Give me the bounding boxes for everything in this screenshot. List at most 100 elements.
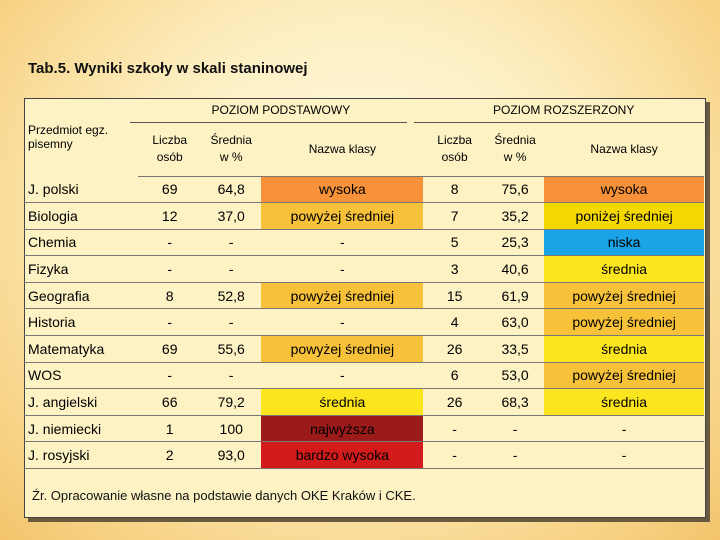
basic-count-cell: 12 bbox=[138, 202, 201, 230]
extended-mean-header: Średnia w % bbox=[485, 122, 545, 177]
extended-mean-cell: 35,2 bbox=[485, 202, 545, 230]
extended-level-cell: średnia bbox=[544, 255, 704, 283]
extended-mean-cell: 40,6 bbox=[485, 255, 545, 283]
table-row: J. angielski 66 79,2 średnia 26 68,3 średnia bbox=[24, 388, 704, 416]
basic-level-cell: - bbox=[261, 362, 424, 390]
subject-cell: Biologia bbox=[24, 202, 139, 230]
basic-count-cell: - bbox=[138, 229, 201, 257]
basic-level-cell: bardzo wysoka bbox=[261, 441, 424, 470]
basic-count-header: Liczba osób bbox=[138, 122, 201, 177]
extended-level-cell: poniżej średniej bbox=[544, 202, 704, 230]
extended-level-cell: powyżej średniej bbox=[544, 362, 704, 390]
extended-count-cell: 4 bbox=[423, 308, 486, 337]
extended-count-cell: 26 bbox=[423, 388, 486, 416]
basic-mean-cell: - bbox=[201, 229, 262, 257]
table-row: J. niemiecki 1 100 najwyższa - - - bbox=[24, 415, 704, 443]
basic-level-header: POZIOM PODSTAWOWY bbox=[211, 103, 351, 117]
basic-mean-cell: - bbox=[201, 308, 262, 337]
table-row: WOS - - -6 53,0 powyżej średniej bbox=[24, 362, 704, 390]
basic-count-cell: 66 bbox=[138, 388, 201, 416]
extended-count-header: Liczba osób bbox=[423, 122, 486, 177]
basic-level-cell: - bbox=[261, 229, 424, 257]
basic-class-header: Nazwa klasy bbox=[261, 122, 424, 177]
extended-level-cell: średnia bbox=[544, 388, 704, 416]
extended-level-cell: powyżej średniej bbox=[544, 282, 704, 310]
basic-count-cell: - bbox=[138, 255, 201, 283]
basic-count-cell: - bbox=[138, 362, 201, 390]
basic-mean-cell: - bbox=[201, 362, 262, 390]
table-row: J. rosyjski 2 93,0 bardzo wysoka - - - bbox=[24, 441, 704, 470]
table-row: Historia - - -4 63,0 powyżej średniej bbox=[24, 308, 704, 337]
basic-level-cell: średnia bbox=[261, 388, 424, 416]
table-row: Matematyka 69 55,6 powyżej średniej 26 33,5 śr… bbox=[24, 335, 704, 363]
basic-level-cell: najwyższa bbox=[261, 415, 424, 443]
basic-mean-cell: 37,0 bbox=[201, 202, 262, 230]
basic-mean-header: Średnia w % bbox=[201, 122, 262, 177]
extended-count-cell: 15 bbox=[423, 282, 486, 310]
extended-level-cell: wysoka bbox=[544, 176, 704, 204]
basic-mean-cell: 52,8 bbox=[201, 282, 262, 310]
extended-mean-cell: 25,3 bbox=[485, 229, 545, 257]
extended-mean-cell: 53,0 bbox=[485, 362, 545, 390]
extended-level-cell: - bbox=[544, 441, 704, 470]
extended-level-cell: średnia bbox=[544, 335, 704, 363]
extended-count-cell: - bbox=[423, 441, 486, 470]
extended-count-cell: 5 bbox=[423, 229, 486, 257]
basic-mean-cell: - bbox=[201, 255, 262, 283]
basic-mean-cell: 93,0 bbox=[201, 441, 262, 470]
table-row: J. polski 69 64,8 wysoka 8 75,6 wysoka bbox=[24, 176, 704, 204]
extended-mean-cell: - bbox=[485, 441, 545, 470]
subject-cell: Historia bbox=[24, 308, 139, 337]
results-table: Przedmiot egz. pisemny POZIOM PODSTAWOWY… bbox=[24, 98, 704, 470]
extended-mean-cell: 61,9 bbox=[485, 282, 545, 310]
subject-cell: J. polski bbox=[24, 176, 139, 204]
table-row: Biologia 12 37,0 powyżej średniej 7 35,2 poniż… bbox=[24, 202, 704, 230]
basic-level-cell: powyżej średniej bbox=[261, 202, 424, 230]
subject-cell: Geografia bbox=[24, 282, 139, 310]
basic-count-cell: 1 bbox=[138, 415, 201, 443]
table-row: Chemia - - -5 25,3 niska bbox=[24, 229, 704, 257]
extended-level-cell: niska bbox=[544, 229, 704, 257]
subject-cell: J. niemiecki bbox=[24, 415, 139, 443]
basic-mean-cell: 55,6 bbox=[201, 335, 262, 363]
extended-count-cell: 6 bbox=[423, 362, 486, 390]
extended-class-header: Nazwa klasy bbox=[544, 122, 704, 177]
extended-mean-cell: - bbox=[485, 415, 545, 443]
basic-count-cell: 8 bbox=[138, 282, 201, 310]
basic-mean-cell: 79,2 bbox=[201, 388, 262, 416]
basic-count-cell: 2 bbox=[138, 441, 201, 470]
table-row: Fizyka - - -3 40,6 średnia bbox=[24, 255, 704, 283]
subject-cell: Matematyka bbox=[24, 335, 139, 363]
extended-mean-cell: 63,0 bbox=[485, 308, 545, 337]
results-body: J. polski 69 64,8 wysoka 8 75,6 wysoka Biologia… bbox=[24, 176, 704, 470]
source-note: Źr. Opracowanie własne na podstawie dany… bbox=[32, 488, 416, 503]
basic-mean-cell: 100 bbox=[201, 415, 262, 443]
table-title: Tab.5. Wyniki szkoły w skali staninowej bbox=[28, 60, 308, 77]
extended-mean-cell: 33,5 bbox=[485, 335, 545, 363]
extended-count-cell: 7 bbox=[423, 202, 486, 230]
extended-count-cell: 8 bbox=[423, 176, 486, 204]
subject-cell: Fizyka bbox=[24, 255, 139, 283]
basic-level-cell: - bbox=[261, 308, 424, 337]
extended-level-cell: - bbox=[544, 415, 704, 443]
basic-count-cell: - bbox=[138, 308, 201, 337]
extended-count-cell: 26 bbox=[423, 335, 486, 363]
extended-level-header: POZIOM ROZSZERZONY bbox=[493, 103, 635, 117]
basic-level-cell: powyżej średniej bbox=[261, 335, 424, 363]
basic-mean-cell: 64,8 bbox=[201, 176, 262, 204]
basic-level-cell: wysoka bbox=[261, 176, 424, 204]
extended-count-cell: - bbox=[423, 415, 486, 443]
extended-level-cell: powyżej średniej bbox=[544, 308, 704, 337]
subject-cell: WOS bbox=[24, 362, 139, 390]
extended-count-cell: 3 bbox=[423, 255, 486, 283]
extended-mean-cell: 75,6 bbox=[485, 176, 545, 204]
subject-cell: Chemia bbox=[24, 229, 139, 257]
subject-cell: J. rosyjski bbox=[24, 441, 139, 470]
basic-level-cell: powyżej średniej bbox=[261, 282, 424, 310]
basic-count-cell: 69 bbox=[138, 176, 201, 204]
subject-cell: J. angielski bbox=[24, 388, 139, 416]
table-row: Geografia 8 52,8 powyżej średniej 15 61,9 powy… bbox=[24, 282, 704, 310]
extended-mean-cell: 68,3 bbox=[485, 388, 545, 416]
subject-header: Przedmiot egz. pisemny bbox=[28, 123, 109, 151]
basic-level-cell: - bbox=[261, 255, 424, 283]
